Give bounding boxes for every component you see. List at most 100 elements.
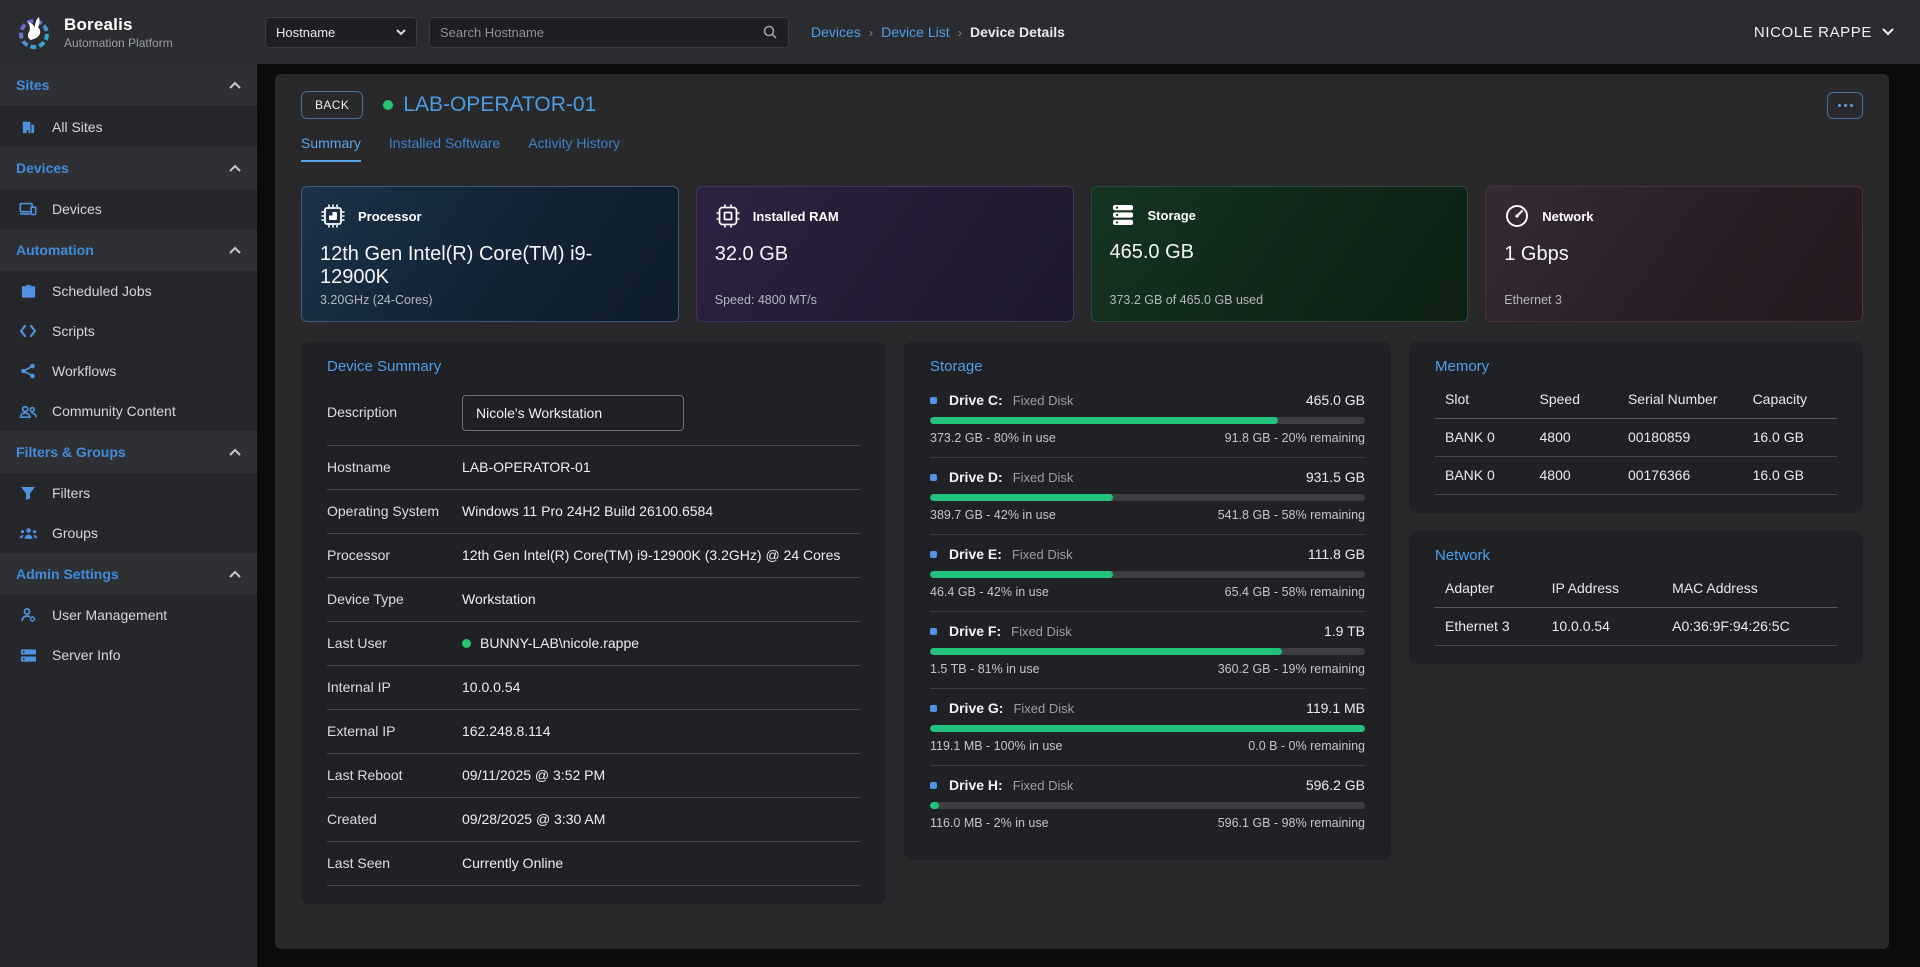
sidebar-item-scheduled-jobs[interactable]: Scheduled Jobs xyxy=(0,271,257,311)
sidebar-section-label: Automation xyxy=(16,242,94,258)
search-input[interactable] xyxy=(440,24,762,40)
network-panel: Network Adapter IP Address MAC Address E… xyxy=(1409,531,1863,664)
user-menu[interactable]: NICOLE RAPPE xyxy=(1754,24,1894,41)
sidebar-item-filters[interactable]: Filters xyxy=(0,473,257,513)
sidebar-item-workflows[interactable]: Workflows xyxy=(0,351,257,391)
breadcrumb-device-list[interactable]: Device List xyxy=(881,24,950,40)
drive-size: 119.1 MB xyxy=(1306,700,1365,716)
drive-usage-bar xyxy=(930,571,1365,578)
memory-capacity: 16.0 GB xyxy=(1752,429,1804,445)
sidebar-section-devices[interactable]: Devices xyxy=(0,147,257,189)
breadcrumb-separator: › xyxy=(957,24,962,40)
sidebar-item-user-management[interactable]: User Management xyxy=(0,595,257,635)
chevron-up-icon xyxy=(229,164,241,172)
user-name: NICOLE RAPPE xyxy=(1753,23,1872,41)
sidebar-item-label: User Management xyxy=(52,607,168,623)
sidebar-item-all-sites[interactable]: All Sites xyxy=(0,106,257,147)
memory-table-header: Slot Speed Serial Number Capacity xyxy=(1435,381,1837,419)
funnel-icon xyxy=(18,486,38,501)
network-table-header: Adapter IP Address MAC Address xyxy=(1435,570,1837,608)
stat-card-footer: 3.20GHz (24-Cores) xyxy=(320,293,433,307)
sidebar-section-sites[interactable]: Sites xyxy=(0,64,257,106)
row-value: 12th Gen Intel(R) Core(TM) i9-12900K (3.… xyxy=(462,547,841,563)
row-value: 10.0.0.54 xyxy=(462,679,521,695)
device-summary-panel: Device Summary Description Hostname LAB-… xyxy=(301,342,886,904)
stat-card-value: 1 Gbps xyxy=(1504,243,1569,265)
row-label: Last Reboot xyxy=(327,766,403,783)
gauge-icon xyxy=(1504,203,1530,229)
row-label: Hostname xyxy=(327,458,391,475)
panel-title: Device Summary xyxy=(327,358,442,375)
user-icon xyxy=(18,607,38,623)
row-label: Internal IP xyxy=(327,678,391,695)
breadcrumb-devices[interactable]: Devices xyxy=(811,24,861,40)
memory-serial: 00180859 xyxy=(1627,429,1691,445)
stat-card-value: 32.0 GB xyxy=(714,243,789,265)
summary-row-processor: Processor 12th Gen Intel(R) Core(TM) i9-… xyxy=(327,534,860,578)
chevron-up-icon xyxy=(229,570,241,578)
tab-installed-software[interactable]: Installed Software xyxy=(388,135,501,151)
breadcrumb: Devices › Device List › Device Details xyxy=(811,24,1065,40)
storage-icon xyxy=(1110,203,1136,227)
row-value: Workstation xyxy=(462,591,536,607)
stat-card-label: Storage xyxy=(1147,207,1196,223)
sidebar-item-label: Workflows xyxy=(52,363,117,379)
sidebar-item-server-info[interactable]: Server Info xyxy=(0,635,257,675)
borealis-logo-icon xyxy=(14,12,54,52)
row-label: External IP xyxy=(327,722,396,739)
tab-activity-history[interactable]: Activity History xyxy=(528,135,620,151)
summary-row-last-reboot: Last Reboot 09/11/2025 @ 3:52 PM xyxy=(327,754,860,798)
sidebar-item-devices[interactable]: Devices xyxy=(0,189,257,229)
sidebar-item-label: Groups xyxy=(52,525,98,541)
chevron-up-icon xyxy=(229,448,241,456)
building-icon xyxy=(18,118,38,135)
row-label: Description xyxy=(327,404,398,421)
memory-speed: 4800 xyxy=(1539,467,1571,483)
memory-capacity: 16.0 GB xyxy=(1752,467,1804,483)
search-field-select[interactable]: Hostname xyxy=(265,16,417,48)
sidebar: Sites All Sites Devices Devices Automati… xyxy=(0,64,257,967)
memory-serial: 00176366 xyxy=(1627,467,1691,483)
row-value: Currently Online xyxy=(462,855,564,871)
workflow-icon xyxy=(18,363,38,379)
drive-bullet-icon xyxy=(930,550,937,558)
sidebar-section-filters-groups[interactable]: Filters & Groups xyxy=(0,431,257,473)
memory-slot: BANK 0 xyxy=(1445,429,1495,445)
summary-row-external-ip: External IP 162.248.8.114 xyxy=(327,710,860,754)
panel-title: Storage xyxy=(930,358,983,375)
sidebar-section-label: Devices xyxy=(16,160,69,176)
drive-size: 596.2 GB xyxy=(1305,777,1365,793)
sidebar-section-automation[interactable]: Automation xyxy=(0,229,257,271)
description-input[interactable] xyxy=(462,395,684,431)
network-mac: A0:36:9F:94:26:5C xyxy=(1672,618,1790,634)
more-actions-button[interactable] xyxy=(1827,91,1863,119)
back-button[interactable]: BACK xyxy=(301,91,364,119)
sidebar-item-label: Scripts xyxy=(52,323,95,339)
storage-panel: Storage Drive C: Fixed Disk 465.0 GB 373… xyxy=(904,342,1391,860)
memory-table-row: BANK 0 4800 00176366 16.0 GB xyxy=(1435,457,1837,495)
search-icon[interactable] xyxy=(762,24,778,40)
summary-row-device-type: Device Type Workstation xyxy=(327,578,860,622)
tab-bar: Summary Installed Software Activity Hist… xyxy=(301,135,1863,162)
tab-summary[interactable]: Summary xyxy=(301,135,361,162)
drive-type: Fixed Disk xyxy=(1012,777,1074,793)
column-header: MAC Address xyxy=(1672,580,1758,596)
sidebar-section-admin-settings[interactable]: Admin Settings xyxy=(0,553,257,595)
groups-icon xyxy=(18,527,38,540)
device-header: BACK LAB-OPERATOR-01 xyxy=(301,91,1863,119)
drive-size: 111.8 GB xyxy=(1307,546,1365,562)
sidebar-item-groups[interactable]: Groups xyxy=(0,513,257,553)
drive-row-f: Drive F: Fixed Disk 1.9 TB 1.5 TB - 81% … xyxy=(930,612,1365,689)
device-details-panel: BACK LAB-OPERATOR-01 Summary Installed S… xyxy=(275,74,1889,949)
row-value: 09/28/2025 @ 3:30 AM xyxy=(462,811,606,827)
memory-table-row: BANK 0 4800 00180859 16.0 GB xyxy=(1435,419,1837,457)
sidebar-item-scripts[interactable]: Scripts xyxy=(0,311,257,351)
memory-slot: BANK 0 xyxy=(1445,467,1495,483)
stat-card-footer: Ethernet 3 xyxy=(1504,293,1562,307)
drive-type: Fixed Disk xyxy=(1012,392,1074,408)
drive-usage-bar xyxy=(930,802,1365,809)
drive-row-g: Drive G: Fixed Disk 119.1 MB 119.1 MB - … xyxy=(930,689,1365,766)
row-value: LAB-OPERATOR-01 xyxy=(462,459,591,475)
sidebar-item-community-content[interactable]: Community Content xyxy=(0,391,257,431)
server-icon xyxy=(18,648,38,663)
